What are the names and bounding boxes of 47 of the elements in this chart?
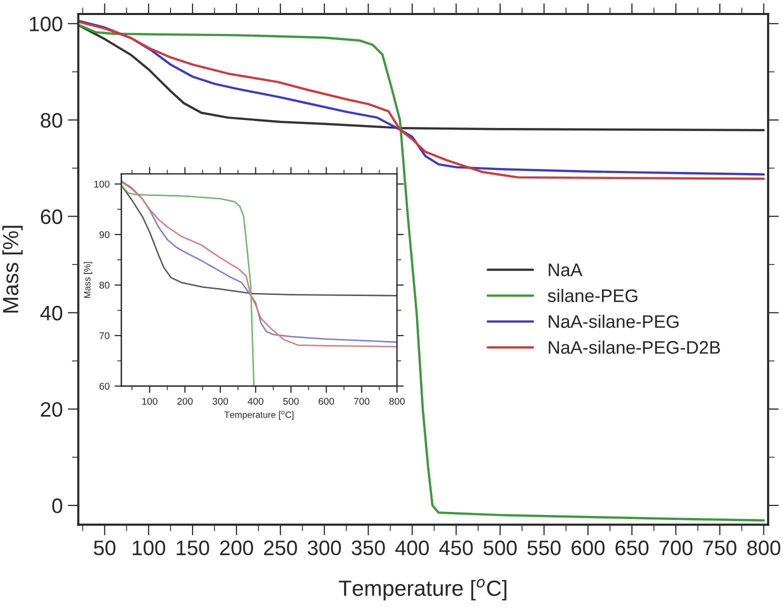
x-tick-label: 200 — [220, 540, 254, 556]
x-axis-title: Temperature [$^{o}$C] — [338, 578, 506, 600]
x-tick-label: 700 — [354, 398, 370, 405]
y-tick-label: 90 — [99, 231, 110, 238]
line-series — [78, 24, 765, 522]
legend-label: silane-PEG — [548, 288, 638, 302]
line-series — [121, 186, 397, 296]
x-tick-label: 650 — [616, 540, 648, 556]
x-tick-label: 500 — [484, 540, 517, 556]
x-tick-label: 200 — [177, 398, 193, 405]
x-tick-label: 300 — [212, 398, 228, 405]
y-tick-label: 80 — [40, 112, 62, 128]
y-tick-label: 100 — [30, 16, 62, 32]
legend-label: NaA — [548, 264, 582, 276]
y-tick-label: 80 — [99, 282, 110, 289]
y-axis-title: Mass [%] — [2, 226, 23, 313]
y-tick-label: 40 — [40, 306, 62, 320]
x-tick-label: 400 — [395, 540, 429, 556]
x-tick-label: 300 — [308, 540, 341, 556]
y-axis-title: Mass [%] — [84, 262, 92, 298]
x-tick-label: 50 — [94, 540, 116, 556]
x-tick-label: 600 — [318, 398, 334, 405]
line-series — [78, 24, 765, 132]
x-tick-label: 800 — [747, 540, 780, 556]
x-tick-label: 150 — [176, 540, 210, 556]
x-tick-label: 100 — [142, 398, 158, 405]
x-tick-label: 250 — [264, 540, 297, 556]
x-tick-label: 550 — [527, 540, 561, 556]
y-tick-label: 0 — [52, 498, 62, 514]
legend-label: NaA-silane-PEG-D2B — [548, 340, 720, 354]
y-tick-label: 70 — [100, 332, 110, 340]
line-series — [121, 185, 255, 386]
x-axis-title: Temperature [$^{o}$C] — [224, 410, 294, 420]
x-tick-label: 800 — [389, 398, 405, 405]
x-tick-label: 750 — [703, 540, 736, 556]
y-tick-label: 60 — [40, 209, 62, 224]
x-tick-label: 100 — [132, 540, 166, 556]
x-tick-label: 700 — [660, 540, 692, 556]
x-tick-label: 350 — [352, 540, 385, 556]
x-tick-label: 600 — [572, 540, 605, 556]
x-tick-label: 500 — [283, 398, 299, 405]
x-tick-label: 450 — [439, 540, 473, 556]
y-tick-label: 100 — [94, 180, 110, 188]
x-tick-label: 400 — [248, 398, 264, 405]
y-tick-label: 20 — [40, 402, 62, 417]
y-tick-label: 60 — [100, 382, 110, 390]
legend-label: NaA-silane-PEG — [548, 314, 678, 328]
